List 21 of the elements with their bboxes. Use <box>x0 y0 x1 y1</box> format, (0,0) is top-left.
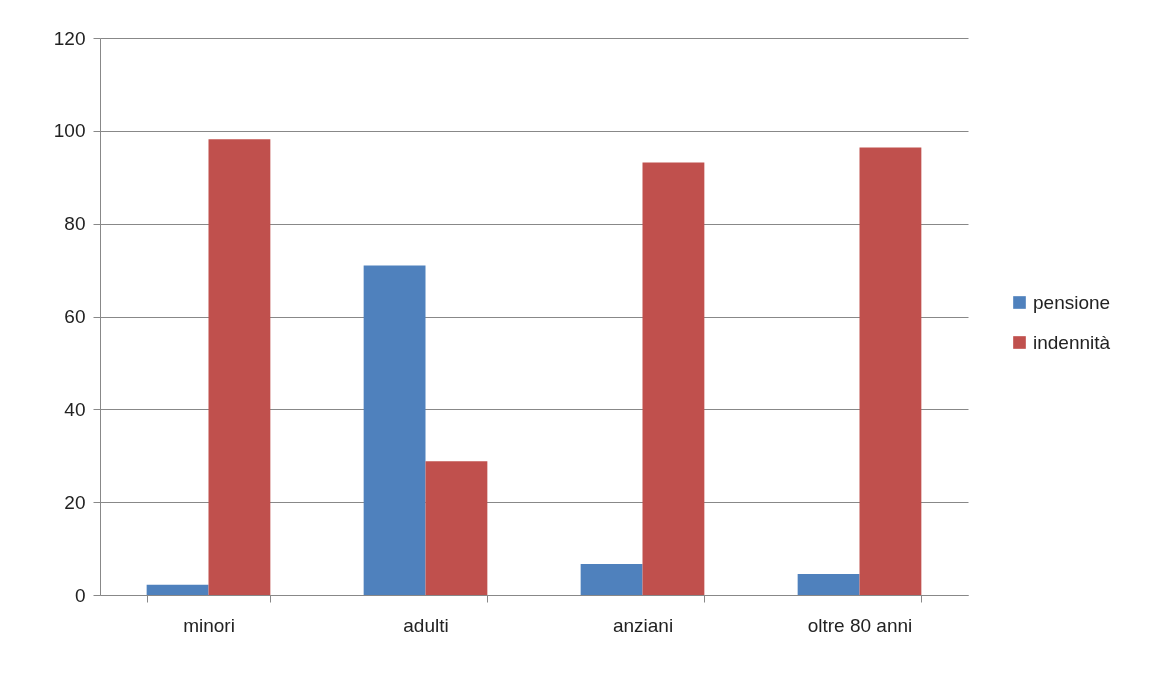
y-tick-label: 120 <box>53 27 86 49</box>
bar <box>642 162 705 595</box>
x-tick-label: adulti <box>403 614 449 636</box>
legend-label: indennità <box>1033 331 1111 353</box>
bar <box>797 574 860 595</box>
y-tick-label: 80 <box>64 213 86 235</box>
y-tick-label: 20 <box>64 491 86 513</box>
x-tick-label: minori <box>183 614 235 636</box>
y-tick-label: 60 <box>64 306 86 327</box>
y-tick-label: 0 <box>74 584 86 606</box>
x-tick-label: anziani <box>612 614 674 636</box>
y-tick-label: 40 <box>64 398 86 420</box>
y-tick-label: 100 <box>53 120 86 142</box>
bar <box>859 147 922 595</box>
x-tick-label: oltre 80 anni <box>807 614 913 636</box>
bar <box>208 139 271 595</box>
legend-label: pensione <box>1033 291 1111 313</box>
bar <box>146 584 209 595</box>
bar <box>580 563 643 595</box>
bar <box>363 265 426 595</box>
bar <box>425 461 488 595</box>
